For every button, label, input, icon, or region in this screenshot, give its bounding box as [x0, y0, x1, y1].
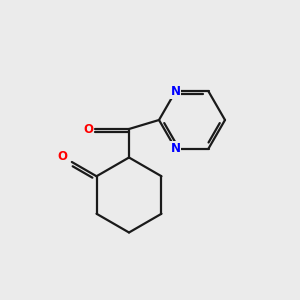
Text: N: N	[170, 85, 181, 98]
Text: O: O	[58, 150, 68, 163]
Text: O: O	[83, 122, 93, 136]
Text: N: N	[170, 142, 181, 155]
